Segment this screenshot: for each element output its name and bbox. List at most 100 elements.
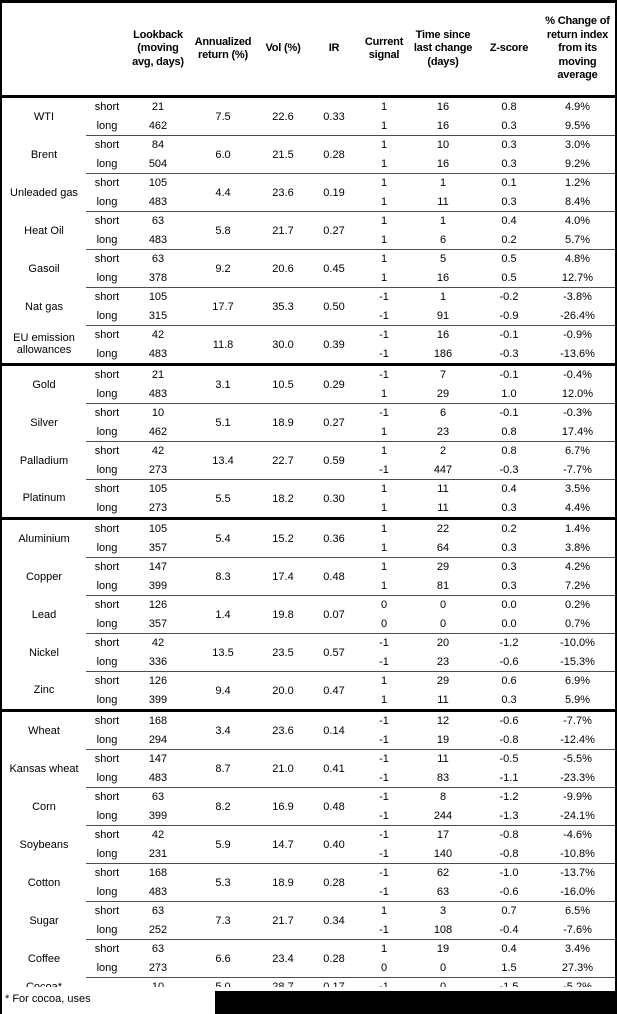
zscore-value: -1.1 — [499, 771, 519, 784]
days-since-change-value: 81 — [436, 579, 450, 592]
days-since-change-value: 11 — [408, 749, 478, 769]
pct-change-value: 4.9% — [564, 101, 591, 114]
header-lookback: Lookback (moving avg, days) — [128, 3, 188, 98]
lookback-value: 63 — [128, 901, 188, 921]
vol-value: 30.0 — [258, 325, 308, 365]
signal-value: -1 — [360, 633, 408, 653]
annualized-return-value: 6.6 — [188, 939, 258, 978]
zscore-value: -0.6 — [499, 885, 519, 898]
table-row: Nat gas short 105 17.7 35.3 0.50 -1 1 -0.2 -3.8% — [2, 287, 615, 326]
signal-value: 1 — [360, 557, 408, 577]
table-row: Sugar short 63 7.3 21.7 0.34 1 3 0.7 6.5% — [2, 901, 615, 940]
position-label: long — [96, 233, 118, 246]
ir-value: 0.40 — [308, 825, 360, 864]
pct-change-value: -16.0% — [560, 885, 595, 898]
table-row: long 294 -1 19 -0.8 -12.4% — [2, 731, 615, 750]
signal-value: -1 — [360, 709, 408, 731]
commodity-name: Coffee — [27, 952, 61, 965]
table-row: long 399 -1 244 -1.3 -24.1% — [2, 807, 615, 826]
ir-value: 0.28 — [308, 135, 360, 174]
position-label: long — [96, 157, 118, 170]
commodity-name: Unleaded gas — [10, 186, 78, 199]
pct-change-value: 3.4% — [540, 939, 615, 959]
ir-value: 0.27 — [308, 403, 360, 442]
days-since-change-value: 83 — [436, 771, 450, 784]
lookback-value: 315 — [148, 309, 168, 322]
table-header: Lookback (moving avg, days) Annualized r… — [2, 3, 615, 98]
pct-change-value: -26.4% — [560, 309, 595, 322]
commodity-name: Sugar — [29, 914, 59, 927]
annualized-return-value: 9.4 — [188, 671, 258, 711]
position-label: short — [86, 787, 128, 807]
days-since-change-value: 6 — [439, 233, 447, 246]
pct-change-value: 12.7% — [561, 271, 594, 284]
lookback-value: 147 — [128, 749, 188, 769]
pct-change-value: 9.5% — [564, 119, 591, 132]
days-since-change-value: 11 — [408, 479, 478, 499]
pct-change-value: 8.4% — [564, 195, 591, 208]
lookback-value: 42 — [128, 325, 188, 345]
zscore-value: 0.4 — [478, 479, 540, 499]
pct-change-value: 4.0% — [540, 211, 615, 231]
annualized-return-value: 11.8 — [188, 325, 258, 365]
zscore-value: 0.8 — [478, 441, 540, 461]
zscore-value: 0.5 — [501, 271, 517, 284]
annualized-return-value: 3.1 — [188, 363, 258, 404]
position-label: short — [86, 749, 128, 769]
annualized-return-value: 5.9 — [188, 825, 258, 864]
pct-change-value: 6.7% — [540, 441, 615, 461]
table-row: Gasoil short 63 9.2 20.6 0.45 1 5 0.5 4.8% — [2, 249, 615, 288]
ir-value: 0.59 — [308, 441, 360, 480]
days-since-change-value: 29 — [408, 671, 478, 691]
days-since-change-value: 1 — [408, 173, 478, 193]
lookback-value: 378 — [148, 271, 168, 284]
header-zscore: Z-score — [478, 3, 540, 98]
commodity-name: Silver — [30, 416, 58, 429]
zscore-value: -0.3 — [499, 463, 519, 476]
position-label: long — [96, 387, 118, 400]
vol-value: 17.4 — [258, 557, 308, 596]
header-annualized-return: Annualized return (%) — [188, 3, 258, 98]
vol-value: 14.7 — [258, 825, 308, 864]
signal-value: 1 — [380, 233, 388, 246]
annualized-return-value: 9.2 — [188, 249, 258, 288]
table-row: long 483 1 6 0.2 5.7% — [2, 231, 615, 250]
position-label: short — [86, 557, 128, 577]
lookback-value: 483 — [148, 195, 168, 208]
zscore-value: -1.2 — [478, 633, 540, 653]
days-since-change-value: 5 — [408, 249, 478, 269]
annualized-return-value: 8.2 — [188, 787, 258, 826]
vol-value: 22.6 — [272, 110, 294, 123]
signal-value: 1 — [380, 693, 388, 706]
annualized-return-value: 1.4 — [188, 595, 258, 634]
lookback-value: 336 — [148, 655, 168, 668]
zscore-value: -0.2 — [478, 287, 540, 307]
table-row: long 399 1 81 0.3 7.2% — [2, 577, 615, 596]
position-label: long — [96, 961, 118, 974]
header-pct-change: % Change of return index from its moving… — [540, 3, 615, 98]
zscore-value: -0.5 — [478, 749, 540, 769]
signal-value: 1 — [380, 541, 388, 554]
position-label: long — [96, 541, 118, 554]
lookback-value: 105 — [128, 287, 188, 307]
table-row: long 483 -1 83 -1.1 -23.3% — [2, 769, 615, 788]
table-row: Gold short 21 3.1 10.5 0.29 -1 7 -0.1 -0.4% — [2, 363, 615, 404]
header-current-signal: Current signal — [360, 3, 408, 98]
lookback-value: 483 — [148, 233, 168, 246]
days-since-change-value: 11 — [437, 501, 449, 514]
signal-value: -1 — [379, 309, 389, 322]
zscore-value: 1.5 — [501, 961, 517, 974]
header-time-since-last-change: Time since last change (days) — [408, 3, 478, 98]
pct-change-value: 5.9% — [564, 693, 591, 706]
pct-change-value: -0.4% — [540, 363, 615, 385]
commodity-name: Kansas wheat — [9, 762, 79, 775]
table-row: WTI short 21 7.5 22.6 0.33 1 16 0.8 4.9% — [2, 97, 615, 123]
vol-value: 35.3 — [258, 287, 308, 326]
pct-change-value: 1.2% — [540, 173, 615, 193]
signal-value: -1 — [379, 885, 389, 898]
commodity-name: Gold — [2, 363, 86, 404]
commodity-signals-table: Lookback (moving avg, days) Annualized r… — [2, 3, 615, 1000]
annualized-return-value: 6.0 — [188, 135, 258, 174]
pct-change-value: -7.6% — [563, 923, 592, 936]
table-row: long 273 0 0 1.5 27.3% — [2, 959, 615, 978]
